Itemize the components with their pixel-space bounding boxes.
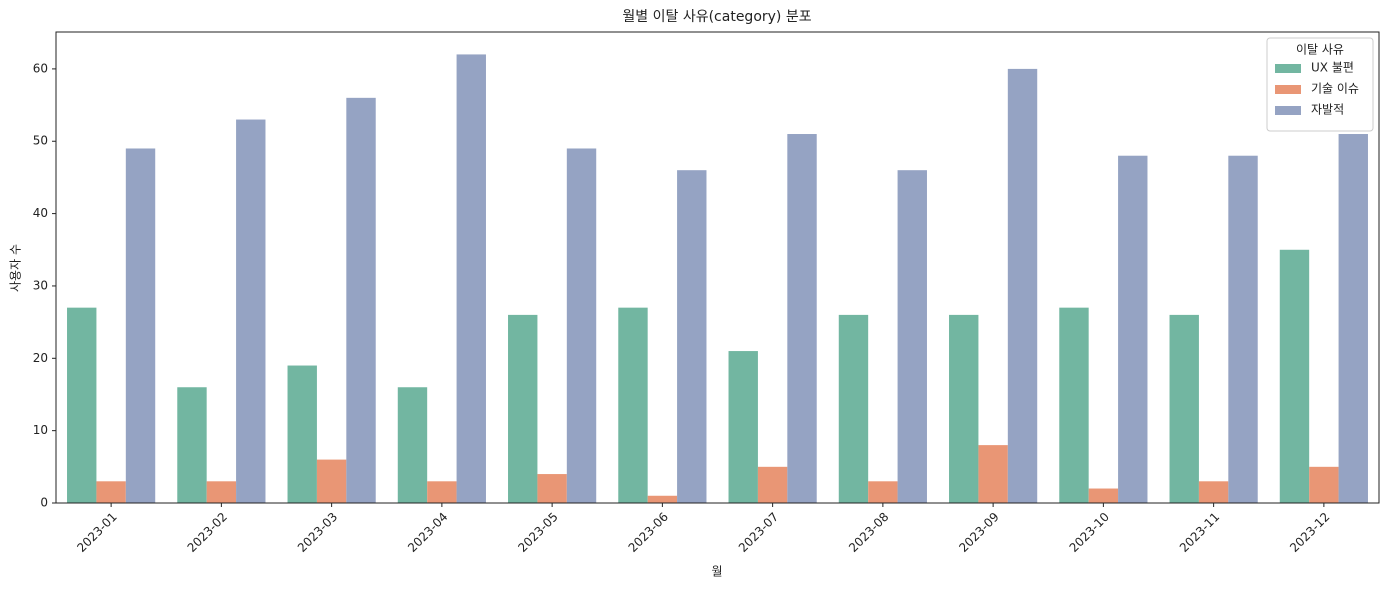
bar <box>96 481 126 503</box>
bar <box>647 495 678 503</box>
y-tick-label: 20 <box>33 351 48 365</box>
bar <box>868 481 898 503</box>
x-tick-label: 2023-11 <box>1177 510 1222 555</box>
bar <box>206 481 237 503</box>
bar <box>346 97 376 503</box>
bar <box>1228 155 1258 504</box>
y-axis-label: 사용자 수 <box>9 244 23 292</box>
x-tick-label: 2023-03 <box>295 510 340 555</box>
x-tick-label: 2023-08 <box>846 510 891 555</box>
bar <box>508 314 538 503</box>
bar <box>1338 134 1368 503</box>
y-tick-label: 10 <box>33 423 48 437</box>
legend-swatch <box>1275 64 1301 73</box>
x-tick-label: 2023-05 <box>515 510 560 555</box>
x-tick-label: 2023-01 <box>74 510 119 555</box>
bar <box>125 148 156 503</box>
bar <box>618 307 648 503</box>
legend-label: 기술 이슈 <box>1311 82 1359 96</box>
bar <box>728 351 758 503</box>
bar <box>397 387 428 503</box>
x-tick-label: 2023-06 <box>626 510 671 555</box>
bar <box>287 365 317 503</box>
x-tick-label: 2023-02 <box>185 510 230 555</box>
bar <box>949 314 979 503</box>
bar <box>1309 466 1339 503</box>
legend-swatch <box>1275 85 1301 94</box>
bar <box>838 314 869 503</box>
y-tick-label: 30 <box>33 278 48 292</box>
bar <box>1007 68 1038 503</box>
y-tick-label: 0 <box>40 496 48 510</box>
bar <box>177 387 207 503</box>
legend-label: UX 불편 <box>1311 61 1354 75</box>
bar <box>67 307 97 503</box>
bar <box>1088 488 1119 503</box>
bar <box>757 466 788 503</box>
bar <box>456 54 486 504</box>
x-axis-label: 월 <box>711 565 722 579</box>
bar <box>1169 314 1199 503</box>
bar <box>1198 481 1229 503</box>
y-tick-label: 50 <box>33 134 48 148</box>
x-tick-label: 2023-10 <box>1067 510 1112 555</box>
plot-frame <box>55 31 1380 504</box>
bar <box>677 170 707 503</box>
legend-title: 이탈 사유 <box>1296 43 1344 57</box>
chart-title: 월별 이탈 사유(category) 분포 <box>622 9 811 25</box>
bar <box>236 119 266 504</box>
bar <box>566 148 597 503</box>
bar <box>978 445 1008 503</box>
y-tick-label: 60 <box>33 61 48 75</box>
bar <box>1279 249 1310 503</box>
x-tick-label: 2023-12 <box>1287 510 1332 555</box>
bar <box>1059 307 1089 503</box>
bar <box>787 134 817 503</box>
x-tick-label: 2023-07 <box>736 510 781 555</box>
bar <box>537 474 567 503</box>
legend-swatch <box>1275 106 1301 115</box>
y-tick-label: 40 <box>33 206 48 220</box>
legend-label: 자발적 <box>1311 103 1344 117</box>
x-tick-label: 2023-09 <box>956 510 1001 555</box>
bar <box>316 459 347 503</box>
bar <box>1118 155 1148 504</box>
x-tick-label: 2023-04 <box>405 510 450 555</box>
bar <box>897 170 927 503</box>
bar <box>427 481 457 503</box>
